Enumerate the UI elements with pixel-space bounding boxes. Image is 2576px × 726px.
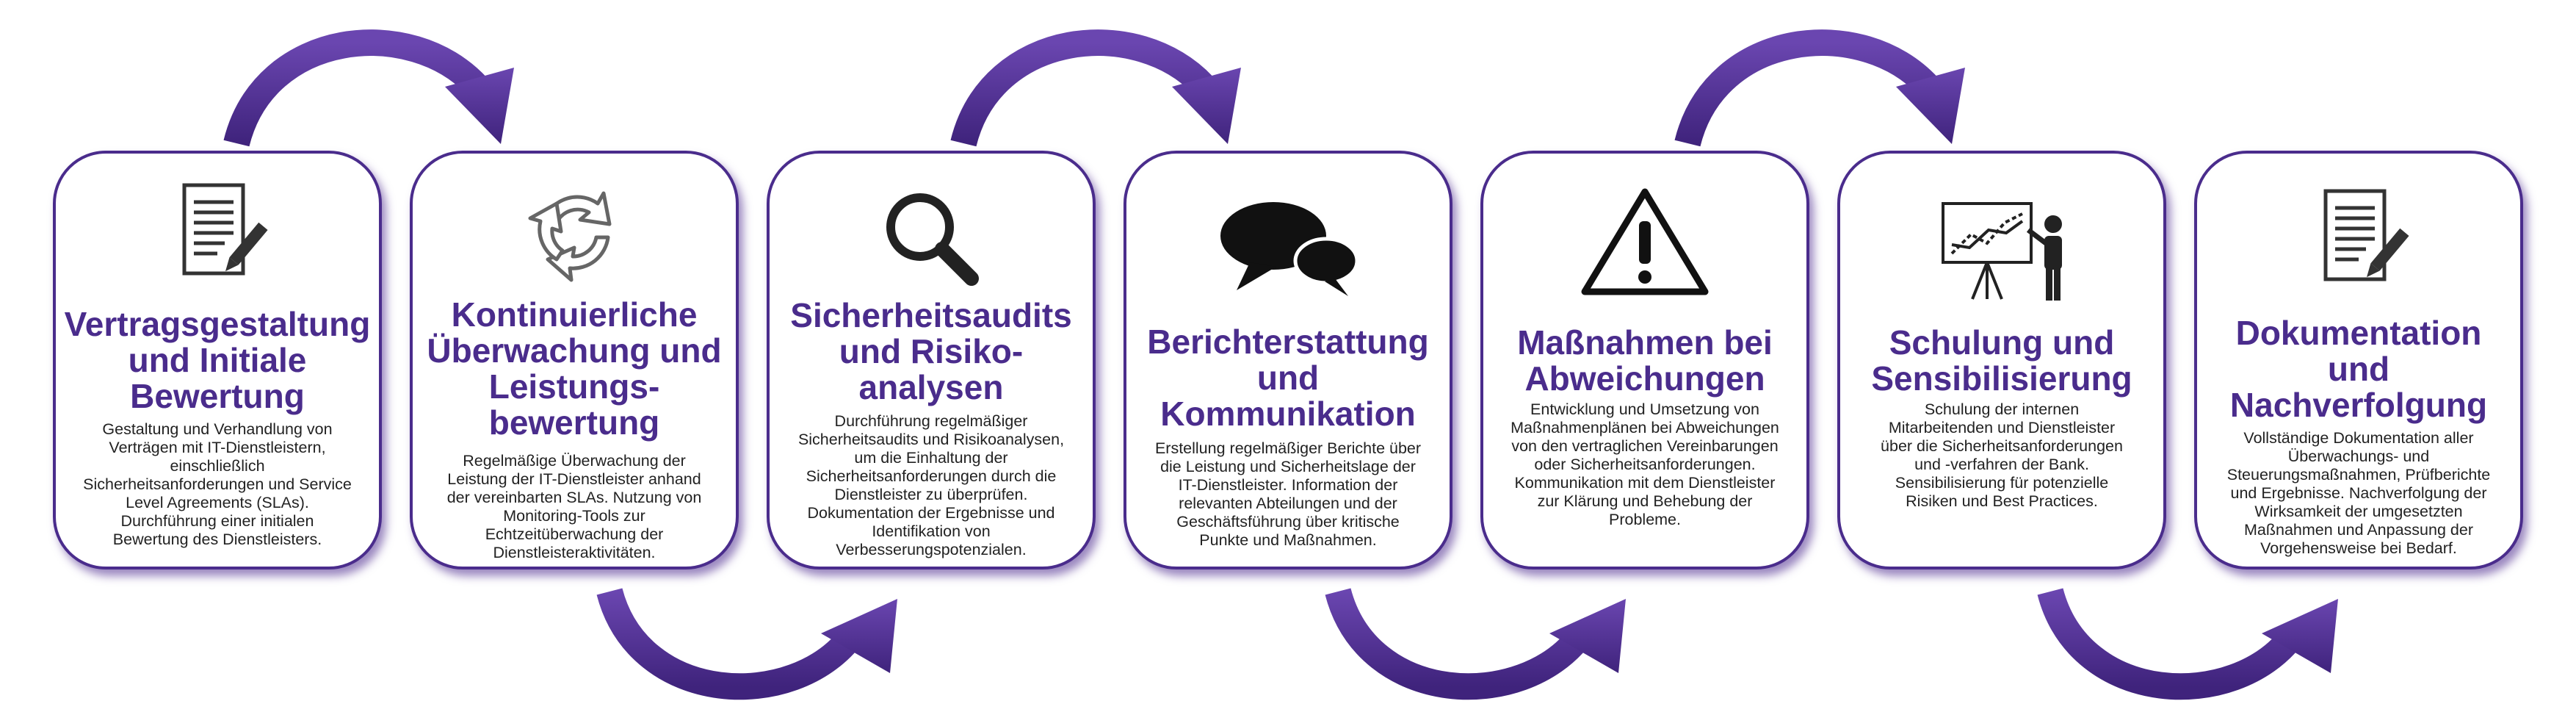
arrow-top-2 xyxy=(950,29,1241,147)
step-card-7: Dokumentation und Nachverfolgung Vollstä… xyxy=(2194,151,2523,569)
step-description: Erstellung regelmäßiger Berichte über di… xyxy=(1154,439,1422,549)
arrow-bottom-3 xyxy=(2037,587,2338,700)
step-card-3: Sicherheitsaudits und Risiko- analysen D… xyxy=(767,151,1096,569)
magnifier-icon xyxy=(872,182,990,299)
step-title: Vertragsgestaltung und Initiale Bewertun… xyxy=(64,305,371,415)
step-description: Schulung der internen Mitarbeitenden und… xyxy=(1881,400,2123,510)
step-title: Sicherheitsaudits und Risiko- analysen xyxy=(790,296,1072,406)
arrow-bottom-1 xyxy=(596,587,897,700)
arrow-top-1 xyxy=(223,29,514,147)
presenter-chart-icon xyxy=(1928,189,2075,306)
step-description: Entwicklung und Umsetzung von Maßnahmenp… xyxy=(1510,400,1779,528)
speech-bubbles-icon xyxy=(1215,190,1361,308)
step-card-4: Berichterstattung und Kommunikation Erst… xyxy=(1124,151,1452,569)
recycle-arrows-icon xyxy=(515,174,633,292)
document-pen-icon xyxy=(159,174,276,292)
arrow-bottom-2 xyxy=(1325,587,1626,700)
step-title: Dokumentation und Nachverfolgung xyxy=(2229,314,2488,424)
warning-triangle-icon xyxy=(1579,183,1711,301)
step-card-1: Vertragsgestaltung und Initiale Bewertun… xyxy=(53,151,382,569)
step-card-2: Kontinuierliche Überwachung und Leistung… xyxy=(410,151,739,569)
arrow-top-3 xyxy=(1674,29,1965,147)
step-description: Vollständige Dokumentation aller Überwac… xyxy=(2226,429,2491,557)
step-card-5: Maßnahmen bei Abweichungen Entwicklung u… xyxy=(1480,151,1809,569)
step-description: Durchführung regelmäßiger Sicherheitsaud… xyxy=(797,412,1065,558)
step-title: Berichterstattung und Kommunikation xyxy=(1147,323,1429,433)
step-title: Schulung und Sensibilisierung xyxy=(1871,323,2132,398)
step-description: Gestaltung und Verhandlung von Verträgen… xyxy=(83,420,352,548)
step-card-6: Schulung und Sensibilisierung Schulung d… xyxy=(1837,151,2166,569)
step-title: Kontinuierliche Überwachung und Leistung… xyxy=(427,295,722,442)
step-description: Regelmäßige Überwachung der Leistung der… xyxy=(446,452,702,561)
step-title: Maßnahmen bei Abweichungen xyxy=(1517,323,1773,398)
document-pen-icon xyxy=(2300,180,2417,298)
